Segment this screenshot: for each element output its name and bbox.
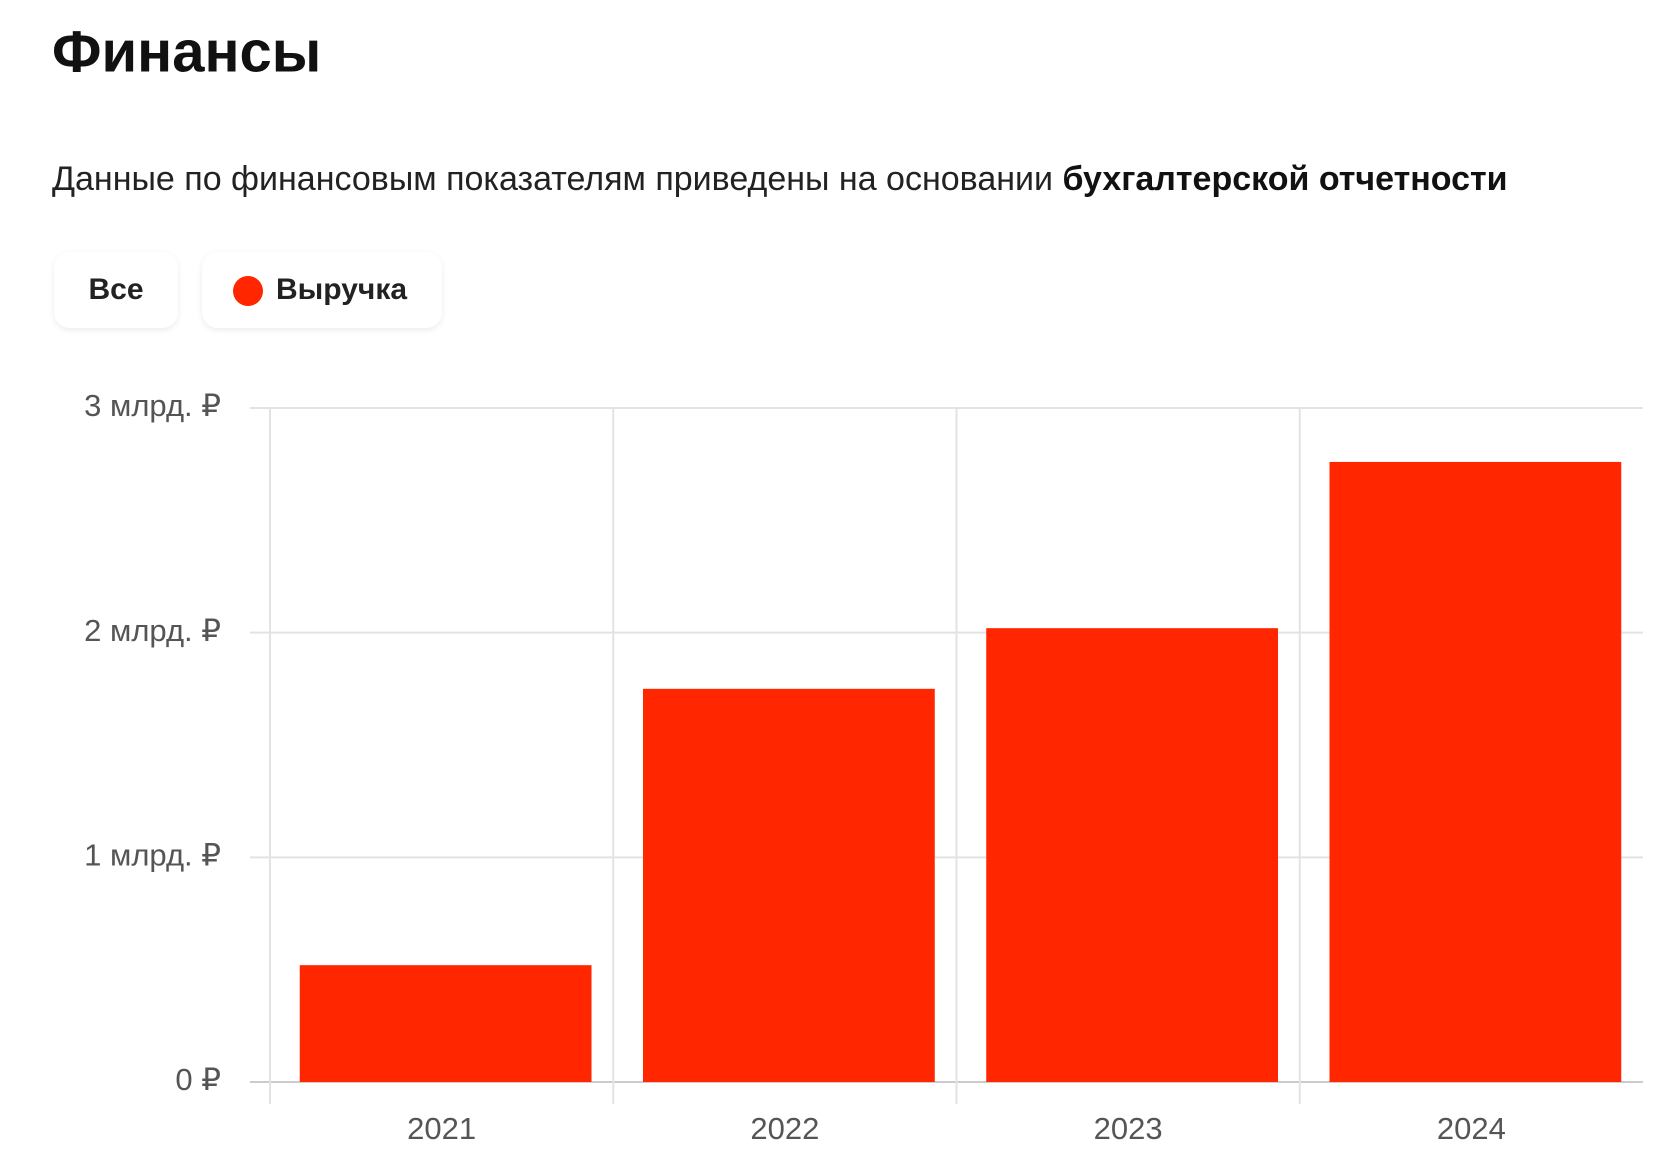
x-tick-label: 2022 — [750, 1111, 819, 1146]
x-tick-label: 2023 — [1094, 1111, 1163, 1146]
bar — [642, 688, 935, 1082]
subtitle-text: Данные по финансовым показателям приведе… — [52, 160, 1053, 198]
y-tick-label: 1 млрд. ₽ — [84, 838, 221, 873]
filter-chip[interactable] — [54, 252, 178, 328]
subtitle-bold: бухгалтерской отчетности — [1062, 160, 1507, 198]
x-tick-label: 2024 — [1437, 1111, 1506, 1146]
y-tick-label: 3 млрд. ₽ — [84, 388, 221, 423]
filter-label[interactable]: Все — [88, 273, 143, 306]
x-tick-label: 2021 — [407, 1111, 476, 1146]
legend-label[interactable]: Выручка — [276, 273, 407, 306]
bar — [1329, 461, 1622, 1082]
bar — [299, 965, 592, 1082]
legend-chip[interactable] — [202, 252, 442, 328]
y-tick-label: 0 ₽ — [175, 1062, 221, 1097]
bar — [986, 628, 1279, 1082]
y-tick-label: 2 млрд. ₽ — [84, 613, 221, 648]
chart-title: Финансы — [52, 19, 321, 84]
legend-marker — [233, 276, 263, 306]
subtitle: Данные по финансовым показателям приведе… — [52, 160, 1508, 198]
